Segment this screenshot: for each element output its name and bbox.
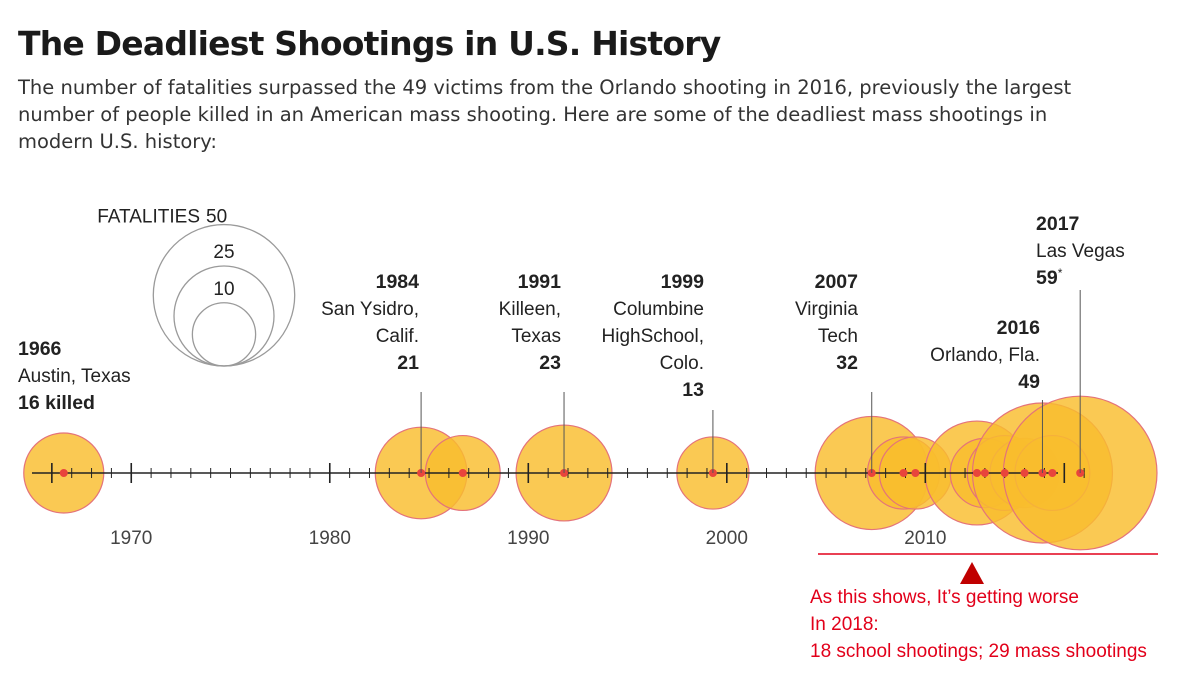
event-count-1984: 21 [397, 352, 419, 374]
event-count-2017: 59* [1036, 266, 1063, 289]
event-dot-8 [972, 469, 981, 477]
event-dot-0 [59, 469, 68, 477]
event-dot-10 [1000, 469, 1009, 477]
event-place-1999-2: Colo. [660, 353, 704, 374]
event-dot-9 [980, 469, 989, 477]
legend-label: FATALITIES [97, 207, 200, 228]
event-place-1984-1: Calif. [376, 326, 419, 347]
event-place-2007-1: Tech [818, 326, 858, 347]
event-year-2016: 2016 [997, 317, 1041, 339]
event-dot-7 [911, 469, 920, 477]
legend-circle-10 [191, 302, 257, 367]
legend-value-50: 50 [206, 207, 227, 228]
event-year-1999: 1999 [661, 271, 705, 293]
red-annotation: As this shows, It’s getting worse In 201… [810, 584, 1147, 665]
annotation-triangle [960, 562, 984, 584]
chart-title: The Deadliest Shootings in U.S. History [18, 24, 721, 63]
legend-value-25: 25 [213, 242, 234, 263]
event-year-2017: 2017 [1036, 213, 1079, 235]
event-place-1991-0: Killeen, [499, 299, 561, 320]
event-place-1984-0: San Ysidro, [321, 299, 419, 320]
event-count-1999: 13 [682, 379, 704, 401]
x-tick-label-2010: 2010 [904, 528, 946, 549]
event-place-1999-0: Columbine [613, 299, 704, 320]
annotation-line-3: 18 school shootings; 29 mass shootings [810, 641, 1147, 662]
event-place-1991-1: Texas [511, 326, 561, 347]
x-tick-label-1980: 1980 [309, 528, 351, 549]
event-year-1966: 1966 [18, 338, 62, 360]
event-dot-11 [1020, 469, 1029, 477]
x-tick-label-2000: 2000 [706, 528, 748, 549]
event-count-2007: 32 [836, 352, 858, 374]
event-year-1984: 1984 [376, 271, 420, 293]
event-dot-6 [899, 469, 908, 477]
event-place-2007-0: Virginia [795, 299, 858, 320]
event-year-1991: 1991 [518, 271, 562, 293]
event-place-2017-0: Las Vegas [1036, 241, 1125, 262]
event-place-1966-0: Austin, Texas [18, 366, 131, 387]
event-dot-13 [1048, 469, 1057, 477]
chart-subtitle: The number of fatalities surpassed the 4… [18, 76, 1072, 153]
event-year-2007: 2007 [815, 271, 858, 293]
event-dot-2 [458, 469, 467, 477]
annotation-line-2: In 2018: [810, 614, 879, 635]
legend-value-10: 10 [213, 279, 234, 300]
annotation-line-1: As this shows, It’s getting worse [810, 587, 1079, 608]
event-count-1966: 16 killed [18, 392, 95, 414]
event-count-2016: 49 [1018, 371, 1040, 393]
x-tick-label-1970: 1970 [110, 528, 152, 549]
x-tick-label-1990: 1990 [507, 528, 549, 549]
event-place-1999-1: HighSchool, [602, 326, 704, 347]
event-count-1991: 23 [539, 352, 561, 374]
event-place-2016-0: Orlando, Fla. [930, 345, 1040, 366]
